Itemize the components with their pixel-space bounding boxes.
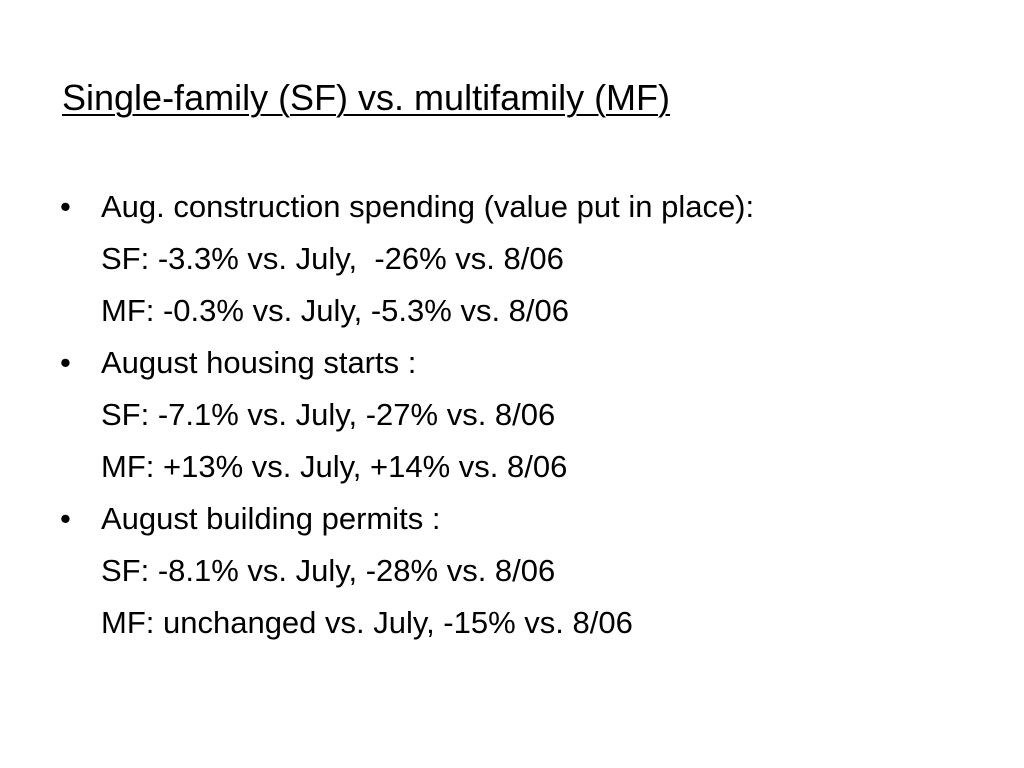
slide-title: Single-family (SF) vs. multifamily (MF) xyxy=(62,77,671,118)
sub-line: MF: +13% vs. July, +14% vs. 8/06 xyxy=(0,441,567,493)
bullet-label: August building permits : xyxy=(101,501,441,536)
bullet-icon: • xyxy=(60,501,71,536)
sub-line-text: SF: -7.1% vs. July, -27% vs. 8/06 xyxy=(101,397,556,432)
bullet-item: • August housing starts : xyxy=(0,337,416,389)
bullet-icon: • xyxy=(60,189,71,224)
sub-line: SF: -3.3% vs. July, -26% vs. 8/06 xyxy=(0,233,564,285)
bullet-label: August housing starts : xyxy=(101,345,417,380)
sub-line: MF: unchanged vs. July, -15% vs. 8/06 xyxy=(0,597,633,649)
sub-line: SF: -8.1% vs. July, -28% vs. 8/06 xyxy=(0,545,555,597)
sub-line-text: MF: unchanged vs. July, -15% vs. 8/06 xyxy=(101,605,633,640)
bullet-label: Aug. construction spending (value put in… xyxy=(101,189,755,224)
sub-line-text: SF: -3.3% vs. July, -26% vs. 8/06 xyxy=(101,241,564,276)
sub-line-text: MF: -0.3% vs. July, -5.3% vs. 8/06 xyxy=(101,293,570,328)
bullet-item: • August building permits : xyxy=(0,493,440,545)
sub-line-text: SF: -8.1% vs. July, -28% vs. 8/06 xyxy=(101,553,556,588)
bullet-icon: • xyxy=(60,345,71,380)
sub-line-text: MF: +13% vs. July, +14% vs. 8/06 xyxy=(101,449,568,484)
sub-line: MF: -0.3% vs. July, -5.3% vs. 8/06 xyxy=(0,285,569,337)
sub-line: SF: -7.1% vs. July, -27% vs. 8/06 xyxy=(0,389,555,441)
bullet-item: • Aug. construction spending (value put … xyxy=(0,181,754,233)
